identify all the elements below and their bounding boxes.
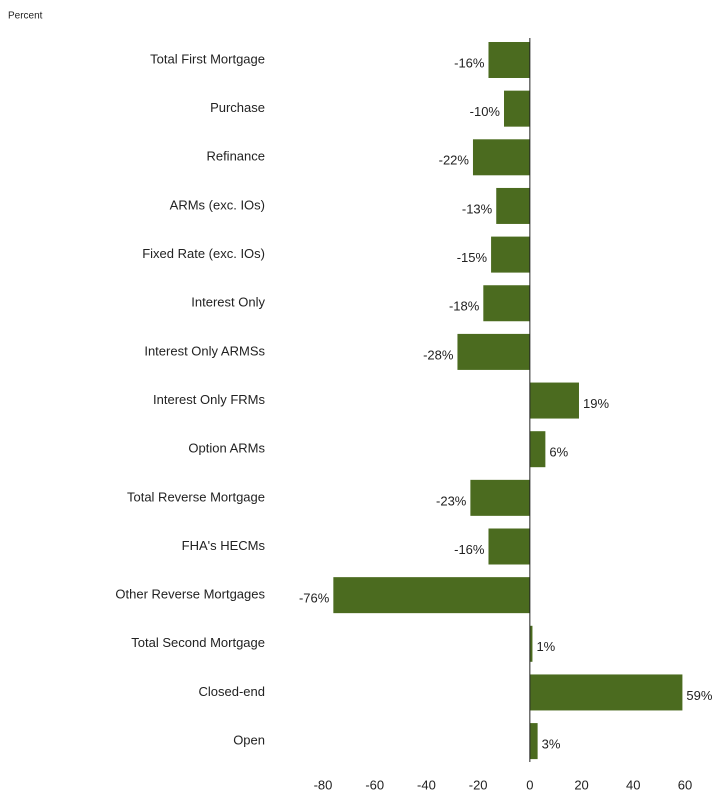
value-label: -16% [454, 55, 485, 70]
category-label: Interest Only [191, 295, 265, 310]
value-label: -28% [423, 347, 454, 362]
x-tick-label: -40 [417, 777, 436, 792]
bar [488, 42, 530, 78]
bar [529, 723, 538, 760]
bar [333, 577, 530, 614]
category-label: Total Second Mortgage [131, 635, 265, 650]
category-label: ARMs (exc. IOs) [170, 197, 265, 212]
x-tick-label: 0 [526, 777, 533, 792]
category-label: Total First Mortgage [150, 51, 265, 66]
category-label: Closed-end [199, 684, 266, 699]
value-label: -15% [457, 250, 488, 265]
category-label: Open [233, 733, 265, 748]
bar [529, 674, 683, 711]
bar [529, 625, 533, 662]
value-label: -16% [454, 542, 485, 557]
category-label: Other Reverse Mortgages [115, 587, 265, 602]
bar [496, 187, 530, 224]
axis-label: Percent [8, 11, 43, 22]
bar [470, 479, 530, 516]
bar [529, 382, 579, 419]
value-label: -18% [449, 299, 480, 314]
x-tick-label: -80 [314, 777, 333, 792]
bar [529, 431, 546, 468]
bar [488, 528, 530, 565]
value-label: 59% [686, 688, 712, 703]
x-tick-label: 20 [574, 777, 588, 792]
category-label: FHA's HECMs [182, 538, 266, 553]
bar [457, 333, 530, 370]
category-label: Purchase [210, 100, 265, 115]
value-label: -22% [439, 153, 470, 168]
bar [472, 139, 530, 176]
category-label: Total Reverse Mortgage [127, 489, 265, 504]
value-label: 19% [583, 396, 609, 411]
value-label: -10% [470, 104, 501, 119]
bar [504, 90, 530, 127]
value-label: 3% [542, 737, 561, 752]
value-label: 1% [536, 639, 555, 654]
category-label: Fixed Rate (exc. IOs) [142, 246, 265, 261]
x-tick-label: -60 [365, 777, 384, 792]
bar [483, 285, 530, 322]
category-label: Option ARMs [188, 441, 265, 456]
category-label: Refinance [206, 149, 265, 164]
value-label: -13% [462, 201, 493, 216]
value-label: -23% [436, 493, 467, 508]
value-label: 6% [549, 445, 568, 460]
x-tick-label: -20 [469, 777, 488, 792]
category-label: Interest Only FRMs [153, 392, 265, 407]
x-tick-label: 40 [626, 777, 640, 792]
category-label: Interest Only ARMSs [144, 343, 265, 358]
bar [491, 236, 530, 273]
value-label: -76% [299, 591, 330, 606]
x-tick-label: 60 [678, 777, 692, 792]
